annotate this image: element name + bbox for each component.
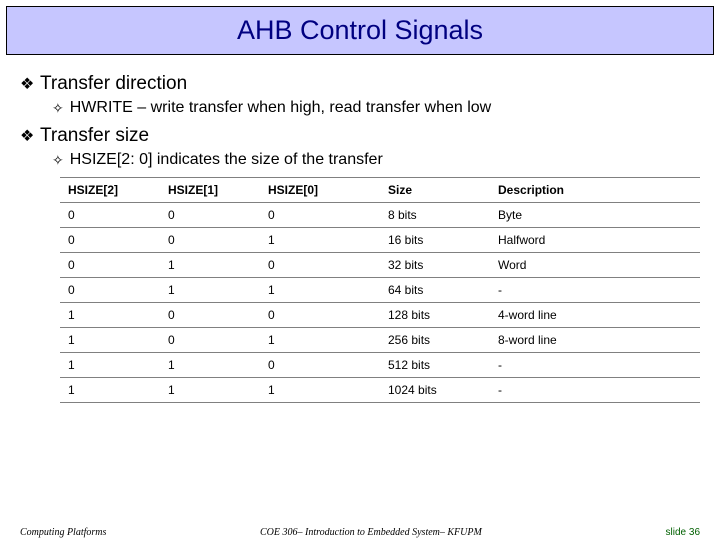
sub-item-text: HWRITE – write transfer when high, read … <box>70 99 492 117</box>
table-cell: 1 <box>260 328 380 353</box>
sub-item-hwrite: ✧ HWRITE – write transfer when high, rea… <box>52 99 700 117</box>
table-row: 01164 bits- <box>60 278 700 303</box>
table-cell: 8-word line <box>490 328 700 353</box>
table-cell: - <box>490 353 700 378</box>
table-cell: 0 <box>60 278 160 303</box>
table-row: 101256 bits8-word line <box>60 328 700 353</box>
table-row: 0008 bitsByte <box>60 203 700 228</box>
bullet-subdiamond-icon: ✧ <box>52 100 64 117</box>
bullet-subdiamond-icon: ✧ <box>52 152 64 169</box>
page-title: AHB Control Signals <box>7 15 713 46</box>
footer-right: slide 36 <box>620 527 700 538</box>
bullet-diamond-icon: ❖ <box>20 74 34 94</box>
title-bar: AHB Control Signals <box>6 6 714 55</box>
section-heading-transfer-size: ❖ Transfer size <box>20 125 700 147</box>
table-header-cell: HSIZE[1] <box>160 178 260 203</box>
table-cell: 128 bits <box>380 303 490 328</box>
table-cell: Word <box>490 253 700 278</box>
table-header-row: HSIZE[2] HSIZE[1] HSIZE[0] Size Descript… <box>60 178 700 203</box>
table-cell: 1 <box>160 378 260 403</box>
table-cell: Byte <box>490 203 700 228</box>
table-row: 01032 bitsWord <box>60 253 700 278</box>
table-cell: 1 <box>60 378 160 403</box>
bullet-diamond-icon: ❖ <box>20 126 34 146</box>
table-cell: 0 <box>260 253 380 278</box>
table-cell: 1 <box>60 328 160 353</box>
table-cell: 8 bits <box>380 203 490 228</box>
section-heading-text: Transfer direction <box>40 73 187 95</box>
sub-item-text: HSIZE[2: 0] indicates the size of the tr… <box>70 151 383 169</box>
table-cell: 1024 bits <box>380 378 490 403</box>
table-row: 100128 bits4-word line <box>60 303 700 328</box>
table-cell: 1 <box>160 353 260 378</box>
table-cell: 0 <box>160 303 260 328</box>
table-header-cell: HSIZE[2] <box>60 178 160 203</box>
table-cell: 0 <box>60 228 160 253</box>
content-area: ❖ Transfer direction ✧ HWRITE – write tr… <box>0 55 720 403</box>
table-header-cell: Size <box>380 178 490 203</box>
table-cell: 1 <box>260 278 380 303</box>
table-cell: 0 <box>160 228 260 253</box>
footer-center: COE 306– Introduction to Embedded System… <box>260 527 620 538</box>
table-row: 1111024 bits- <box>60 378 700 403</box>
table-header-cell: Description <box>490 178 700 203</box>
table-cell: - <box>490 278 700 303</box>
hsize-table: HSIZE[2] HSIZE[1] HSIZE[0] Size Descript… <box>60 177 700 403</box>
table-cell: 512 bits <box>380 353 490 378</box>
table-cell: 0 <box>60 253 160 278</box>
table-row: 00116 bitsHalfword <box>60 228 700 253</box>
table-header-cell: HSIZE[0] <box>260 178 380 203</box>
table-cell: 32 bits <box>380 253 490 278</box>
table-cell: 4-word line <box>490 303 700 328</box>
slide-footer: Computing Platforms COE 306– Introductio… <box>0 527 720 538</box>
table-cell: - <box>490 378 700 403</box>
table-cell: 16 bits <box>380 228 490 253</box>
table-cell: 1 <box>60 303 160 328</box>
table-cell: 1 <box>260 228 380 253</box>
table-row: 110512 bits- <box>60 353 700 378</box>
table-cell: 1 <box>160 278 260 303</box>
table-cell: 0 <box>60 203 160 228</box>
section-heading-text: Transfer size <box>40 125 149 147</box>
table-body: 0008 bitsByte00116 bitsHalfword01032 bit… <box>60 203 700 403</box>
table-cell: 0 <box>160 328 260 353</box>
table-cell: 0 <box>260 303 380 328</box>
sub-item-hsize: ✧ HSIZE[2: 0] indicates the size of the … <box>52 151 700 169</box>
table-cell: 64 bits <box>380 278 490 303</box>
table-cell: 1 <box>260 378 380 403</box>
table-cell: 1 <box>160 253 260 278</box>
section-heading-transfer-direction: ❖ Transfer direction <box>20 73 700 95</box>
table-cell: 1 <box>60 353 160 378</box>
footer-left: Computing Platforms <box>20 527 260 538</box>
table-cell: 256 bits <box>380 328 490 353</box>
table-cell: Halfword <box>490 228 700 253</box>
table-cell: 0 <box>260 203 380 228</box>
table-cell: 0 <box>260 353 380 378</box>
table-cell: 0 <box>160 203 260 228</box>
